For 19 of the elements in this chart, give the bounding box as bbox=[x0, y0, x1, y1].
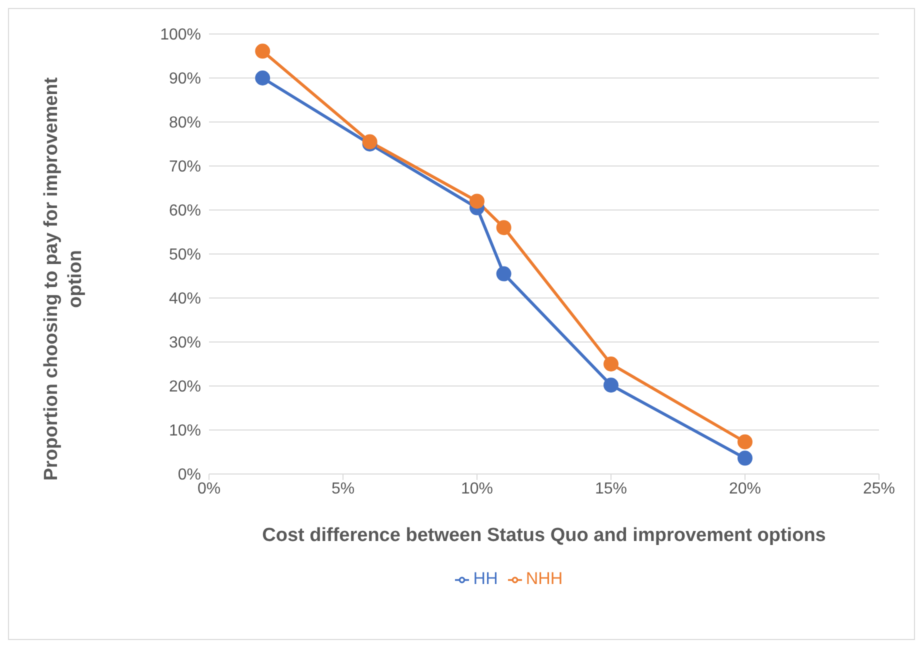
y-tick-label: 50% bbox=[168, 246, 201, 264]
x-axis-title: Cost difference between Status Quo and improvement options bbox=[262, 525, 826, 546]
y-tick-label: 80% bbox=[168, 114, 201, 132]
y-axis-title: Proportion choosing to pay for improvement option bbox=[40, 76, 87, 483]
x-tick-label: 15% bbox=[594, 480, 628, 498]
y-tick-label: 70% bbox=[168, 158, 201, 176]
x-tick-label: 10% bbox=[460, 480, 494, 498]
x-tick-label: 25% bbox=[862, 480, 896, 498]
y-tick-label: 100% bbox=[160, 26, 201, 44]
y-tick-label: 60% bbox=[168, 202, 201, 220]
y-tick-label: 40% bbox=[168, 290, 201, 308]
y-tick-label: 90% bbox=[168, 70, 201, 88]
y-tick-label: 30% bbox=[168, 334, 201, 352]
legend-label: NHH bbox=[526, 569, 563, 588]
x-tick-label: 5% bbox=[331, 480, 355, 498]
x-tick-label: 20% bbox=[728, 480, 762, 498]
legend-label: HH bbox=[473, 569, 498, 588]
y-tick-label: 20% bbox=[168, 378, 201, 396]
y-tick-label: 10% bbox=[168, 422, 201, 440]
